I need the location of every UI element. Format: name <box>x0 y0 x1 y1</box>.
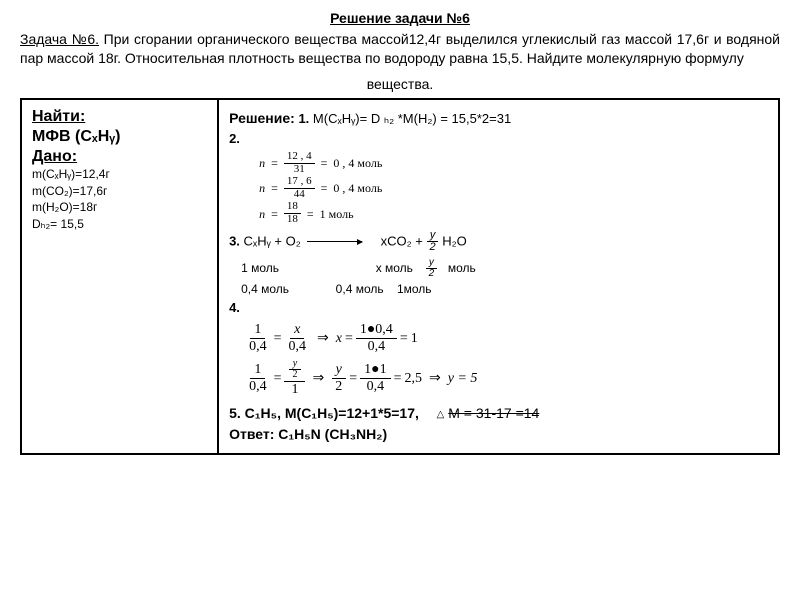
step3-reaction: 3. CₓHᵧ + O₂ xCO₂ + y2 H₂O <box>229 230 768 254</box>
step2-block: n= 12 , 431 =0 , 4 моль n= 17 , 644 =0 ,… <box>259 151 768 225</box>
given-m3: m(H₂O)=18г <box>32 199 207 216</box>
problem-statement: Задача №6. При сгорании органического ве… <box>20 30 780 68</box>
reaction-lhs: CₓHᵧ + O₂ <box>244 233 301 248</box>
step4-eq1: 10,4 = x0,4 ⇒ x= 1●0,40,4 =1 <box>245 322 768 354</box>
answer-line: Ответ: C₁H₅N (CH₃NH₂) <box>229 424 768 445</box>
problem-lead: Задача №6. <box>20 31 99 47</box>
step2-num: 2. <box>229 131 240 146</box>
mfv-formula: МФВ (CₓHᵧ) <box>32 128 207 146</box>
page-title: Решение задачи №6 <box>20 10 780 26</box>
step1-num: 1. <box>298 111 312 126</box>
problem-body: При сгорании органического вещества масс… <box>20 31 780 66</box>
step4-num: 4. <box>229 300 240 315</box>
reaction-arrow <box>307 241 362 242</box>
solution-table: Найти: МФВ (CₓHᵧ) Дано: m(CₓHᵧ)=12,4г m(… <box>20 98 780 456</box>
problem-lastword: вещества. <box>20 76 780 92</box>
reaction-rhs2: H₂O <box>442 233 467 248</box>
eq-n2: n= 17 , 644 =0 , 4 моль <box>259 176 768 200</box>
mol-row1: 1 моль х моль y2 моль <box>241 258 768 280</box>
given-m2: m(CO₂)=17,6г <box>32 183 207 200</box>
solution-label: Решение: <box>229 110 295 126</box>
find-label: Найти: <box>32 108 207 126</box>
step3-num: 3. <box>229 233 243 248</box>
given-cell: Найти: МФВ (CₓHᵧ) Дано: m(CₓHᵧ)=12,4г m(… <box>21 99 218 455</box>
step4-eq2: 10,4 = y2 1 ⇒ y2 = 1●10,4 =2,5 ⇒ y = 5 <box>245 359 768 397</box>
given-label: Дано: <box>32 148 207 166</box>
given-d: Dₕ₂= 15,5 <box>32 216 207 233</box>
eq-n1: n= 12 , 431 =0 , 4 моль <box>259 151 768 175</box>
solution-cell: Решение: 1. М(CₓHᵧ)= D ₕ₂ *М(H₂) = 15,5*… <box>218 99 779 455</box>
step5-line: 5. C₁H₅, М(C₁H₅)=12+1*5=17, △ М = 31-17 … <box>229 403 768 424</box>
mol-row2: 0,4 моль 0,4 моль 1моль <box>241 280 768 298</box>
reaction-rhs1: xCO₂ + <box>381 233 423 248</box>
step1-text: М(CₓHᵧ)= D ₕ₂ *М(H₂) = 15,5*2=31 <box>313 111 511 126</box>
eq-n3: n= 1818 =1 моль <box>259 201 768 225</box>
given-m1: m(CₓHᵧ)=12,4г <box>32 166 207 183</box>
